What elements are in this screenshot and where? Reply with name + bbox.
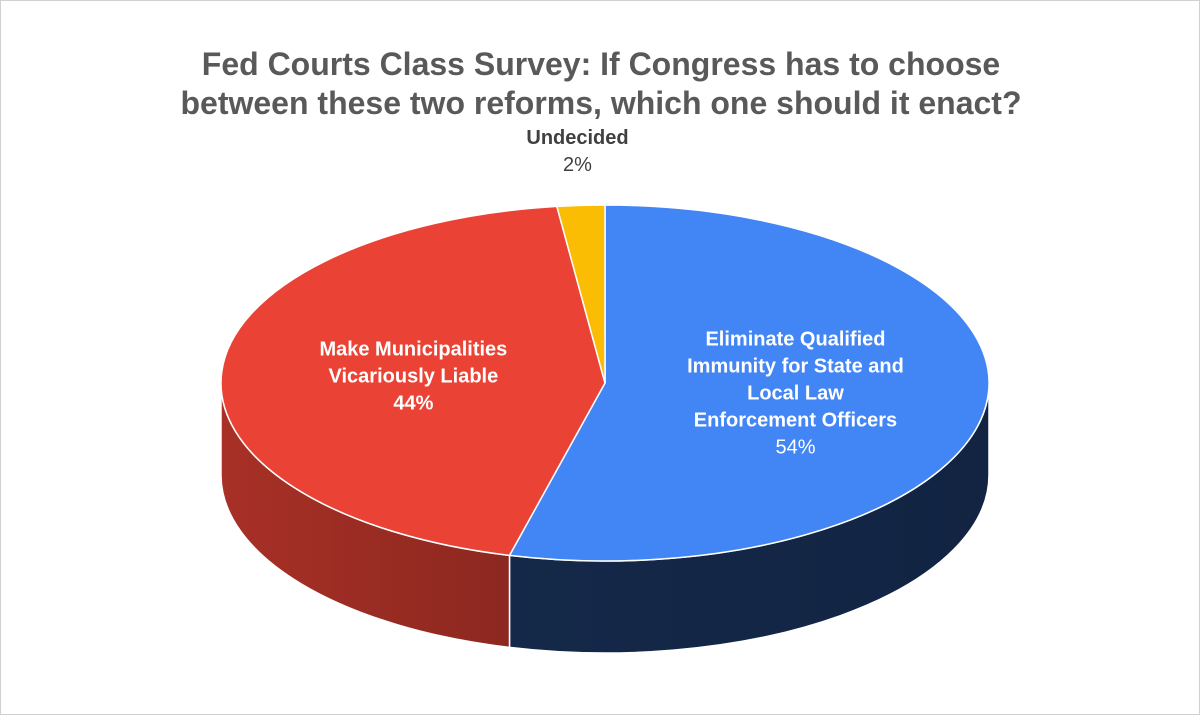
pie-slice	[508, 204, 990, 562]
category-label: Eliminate Qualified Immunity for State a…	[687, 328, 904, 432]
data-label: Undecided 2%	[498, 125, 658, 179]
pie-slice	[220, 205, 606, 557]
value-label: 44%	[393, 392, 434, 415]
data-label: Make Municipalities Vicariously Liable 44…	[302, 337, 524, 418]
chart-title: Fed Courts Class Survey: If Congress has…	[180, 46, 1022, 121]
value-label: 2%	[563, 154, 592, 177]
pie-slice	[555, 204, 606, 384]
category-label: Undecided	[526, 127, 629, 150]
data-label: Eliminate Qualified Immunity for State a…	[684, 327, 906, 462]
category-label: Make Municipalities Vicariously Liable	[319, 338, 508, 388]
value-label: 54%	[775, 436, 816, 459]
